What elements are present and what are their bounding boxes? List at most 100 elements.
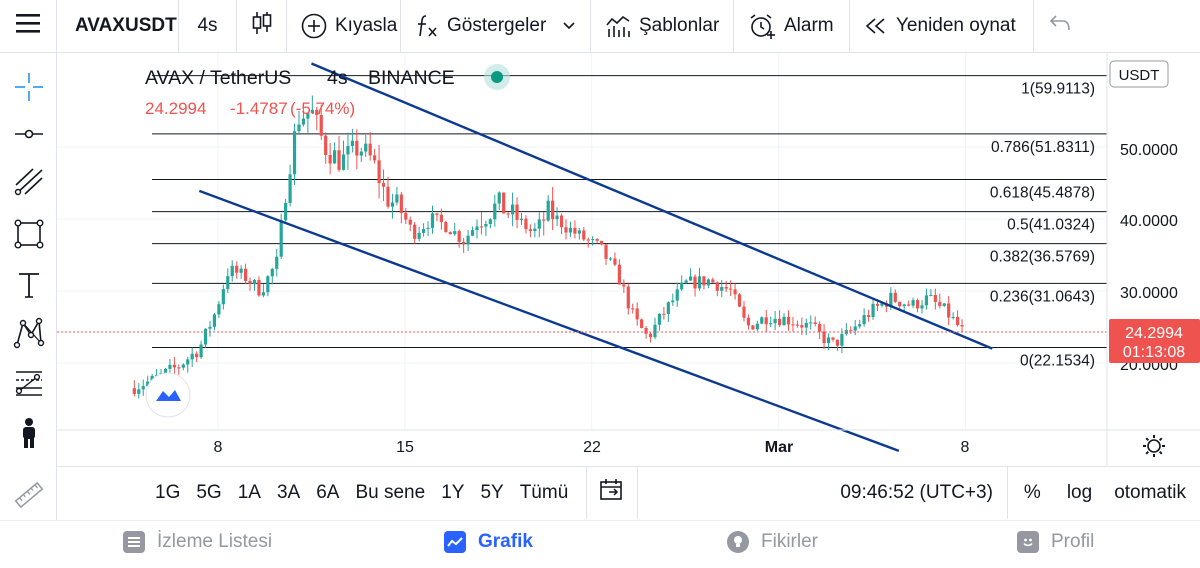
prediction-tool[interactable] [0, 363, 57, 407]
icons-tool[interactable] [0, 413, 57, 457]
crosshair-tool[interactable] [0, 67, 57, 111]
replay-button[interactable]: Yeniden oynat [850, 0, 1034, 53]
price-tick-label: 30.0000 [1120, 285, 1178, 302]
gear-icon [1143, 435, 1165, 457]
smiley-icon [1017, 531, 1039, 553]
candle-body [235, 265, 239, 273]
auto-scale-toggle[interactable]: otomatik [1114, 481, 1186, 503]
currency-label: USDT [1119, 67, 1160, 84]
candle-body [933, 294, 937, 302]
time-tick-label: 8 [961, 439, 970, 456]
candle-body [328, 154, 332, 164]
range-1y[interactable]: 1Y [441, 481, 465, 503]
tradingview-logo-button[interactable] [145, 372, 191, 418]
candle-body [435, 213, 439, 215]
candle-body [555, 215, 559, 220]
grid [57, 53, 1107, 430]
candle-body [186, 359, 190, 365]
candle-body [951, 316, 955, 318]
pitchfork-icon [13, 165, 45, 202]
time-axis[interactable]: 8 15 22 Mar 8 [57, 429, 1200, 457]
candle-body [297, 124, 301, 132]
candle-body [568, 227, 573, 233]
rectangle-tool[interactable] [0, 214, 57, 258]
candle-body [559, 215, 564, 228]
candle-body [804, 322, 808, 328]
market-status-dot[interactable] [491, 71, 503, 83]
range-3m[interactable]: 3A [276, 481, 301, 503]
interval-button[interactable]: 4s [179, 0, 237, 53]
candle-body [502, 192, 506, 214]
legend-change: -1.4787 [230, 99, 288, 118]
candle-body [893, 292, 897, 302]
candle-body [680, 282, 684, 290]
compare-button[interactable]: Kıyasla [287, 0, 401, 53]
candle-body [395, 194, 399, 203]
candle-body [875, 303, 880, 306]
range-separator [1006, 466, 1008, 519]
candle-body [697, 276, 702, 289]
templates-button[interactable]: Şablonlar [591, 0, 734, 53]
candle-body [404, 212, 408, 220]
candle-body [288, 174, 292, 203]
range-all[interactable]: Tümü [519, 481, 569, 503]
fib-level-label: 1(59.9113) [1021, 81, 1095, 98]
currency-badge[interactable] [1109, 60, 1169, 88]
fib-level-label: 0.5(41.0324) [1007, 217, 1095, 234]
symbol-button[interactable]: AVAXUSDT [57, 0, 179, 53]
candle-body [510, 204, 515, 215]
candle-body [693, 276, 697, 289]
indicators-button[interactable]: Göstergeler [401, 0, 591, 53]
range-5d[interactable]: 5G [196, 481, 222, 503]
price-axis[interactable]: 6 USDT 50.0000 40.0000 30.0000 20.0000 2… [1106, 53, 1200, 465]
candle-body [924, 295, 929, 306]
nav-ideas[interactable]: Fikirler [727, 531, 818, 553]
range-1m[interactable]: 1A [237, 481, 261, 503]
measure-tool[interactable] [0, 475, 57, 519]
candle-body [408, 219, 412, 225]
text-tool[interactable] [0, 265, 57, 309]
candle-body [644, 327, 648, 334]
alarm-button[interactable]: Alarm [734, 0, 850, 53]
candle-body [826, 337, 831, 344]
last-price-tag-value: 24.2994 [1125, 325, 1183, 342]
candle-body [208, 326, 212, 329]
chart-settings-button[interactable] [1143, 435, 1165, 457]
hamburger-icon [15, 12, 41, 40]
parallel-channel[interactable] [198, 62, 993, 452]
price-chart[interactable]: 1(59.9113) 0.786(51.8311) 0.618(45.4878) 0.… [57, 53, 1200, 465]
pattern-tool[interactable] [0, 313, 57, 357]
candle-body [386, 186, 390, 207]
candle-body [279, 220, 283, 257]
candle-body [306, 113, 310, 119]
candle-body [626, 286, 630, 309]
candle-body [666, 302, 670, 314]
menu-button[interactable] [0, 0, 57, 53]
nav-watchlist[interactable]: İzleme Listesi [123, 531, 272, 553]
candle-body [332, 150, 337, 164]
candle-body [466, 235, 470, 245]
price-tick-label: 40.0000 [1120, 213, 1178, 230]
candle-body [947, 303, 951, 318]
range-ytd[interactable]: Bu sene [355, 481, 426, 503]
candle-body [413, 224, 417, 239]
chart-type-button[interactable] [237, 0, 287, 53]
undo-button[interactable] [1034, 0, 1086, 53]
nav-profile[interactable]: Profil [1017, 531, 1094, 553]
range-1d[interactable]: 1G [155, 481, 181, 503]
fibonacci-retracement[interactable]: 1(59.9113) 0.786(51.8311) 0.618(45.4878) 0.… [152, 75, 1107, 370]
nav-chart[interactable]: Grafik [444, 531, 533, 553]
range-5y[interactable]: 5Y [480, 481, 504, 503]
calendar-icon [599, 478, 625, 507]
goto-date-button[interactable] [587, 478, 637, 508]
trend-line-tool[interactable] [0, 114, 57, 158]
range-6m[interactable]: 6A [316, 481, 340, 503]
candle-body [822, 331, 826, 344]
timezone-button[interactable]: 09:46:52 (UTC+3) [840, 481, 993, 503]
percent-scale-toggle[interactable]: % [1023, 481, 1041, 503]
log-scale-toggle[interactable]: log [1066, 481, 1093, 503]
pitchfork-tool[interactable] [0, 161, 57, 205]
crosshair-icon [13, 71, 45, 108]
alarm-label: Alarm [784, 15, 834, 36]
candle-body [315, 109, 319, 116]
